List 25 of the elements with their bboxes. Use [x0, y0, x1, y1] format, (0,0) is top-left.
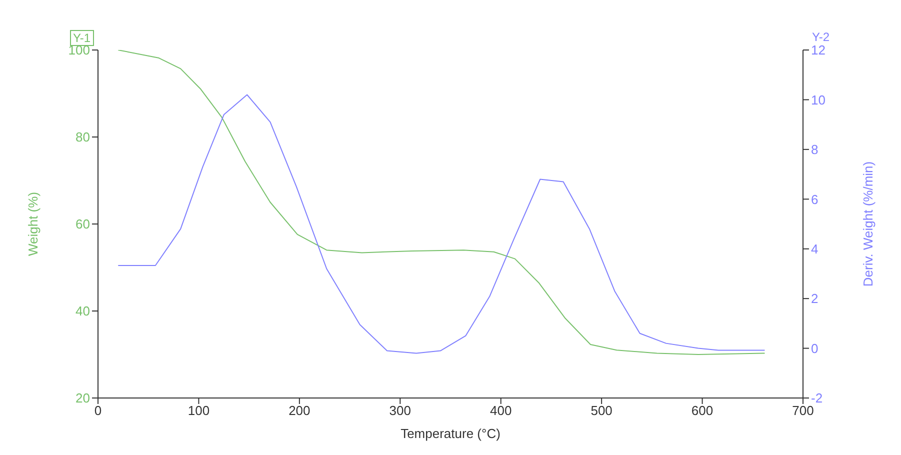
y2-tick-label: -2 [811, 390, 823, 406]
y2-tick-label: 2 [811, 291, 818, 306]
y-tick-label: 40 [76, 304, 90, 319]
x-tick-label: 600 [691, 403, 714, 418]
y2-tick-label: 0 [811, 340, 818, 356]
x-tick-label: 400 [490, 403, 512, 418]
text: Y-2 [812, 30, 830, 44]
x-axis-title: Temperature (°C) [400, 426, 500, 441]
x-tick-label: 0 [94, 403, 102, 418]
y2-tick-label: 4 [811, 241, 818, 256]
x-tick-label: 100 [188, 403, 210, 418]
y-axis-title: Weight (%) [26, 192, 41, 256]
x-tick-label: 500 [590, 403, 612, 418]
y2-tick-label: 6 [811, 192, 818, 207]
y2-axis-title: Deriv. Weight (%/min) [860, 161, 876, 287]
y-tick-label: 20 [76, 390, 90, 406]
x-tick-label: 300 [389, 403, 411, 418]
y2-tick-label: 10 [811, 92, 826, 108]
y-tick-label: 60 [76, 216, 90, 232]
y2-tick-label: 8 [811, 142, 818, 158]
y2-tick-label: 12 [811, 42, 826, 58]
x-tick-label: 200 [288, 403, 310, 418]
text: Y-1 [70, 30, 94, 46]
y-tick-label: 80 [76, 130, 90, 145]
x-tick-label: 700 [792, 403, 814, 418]
